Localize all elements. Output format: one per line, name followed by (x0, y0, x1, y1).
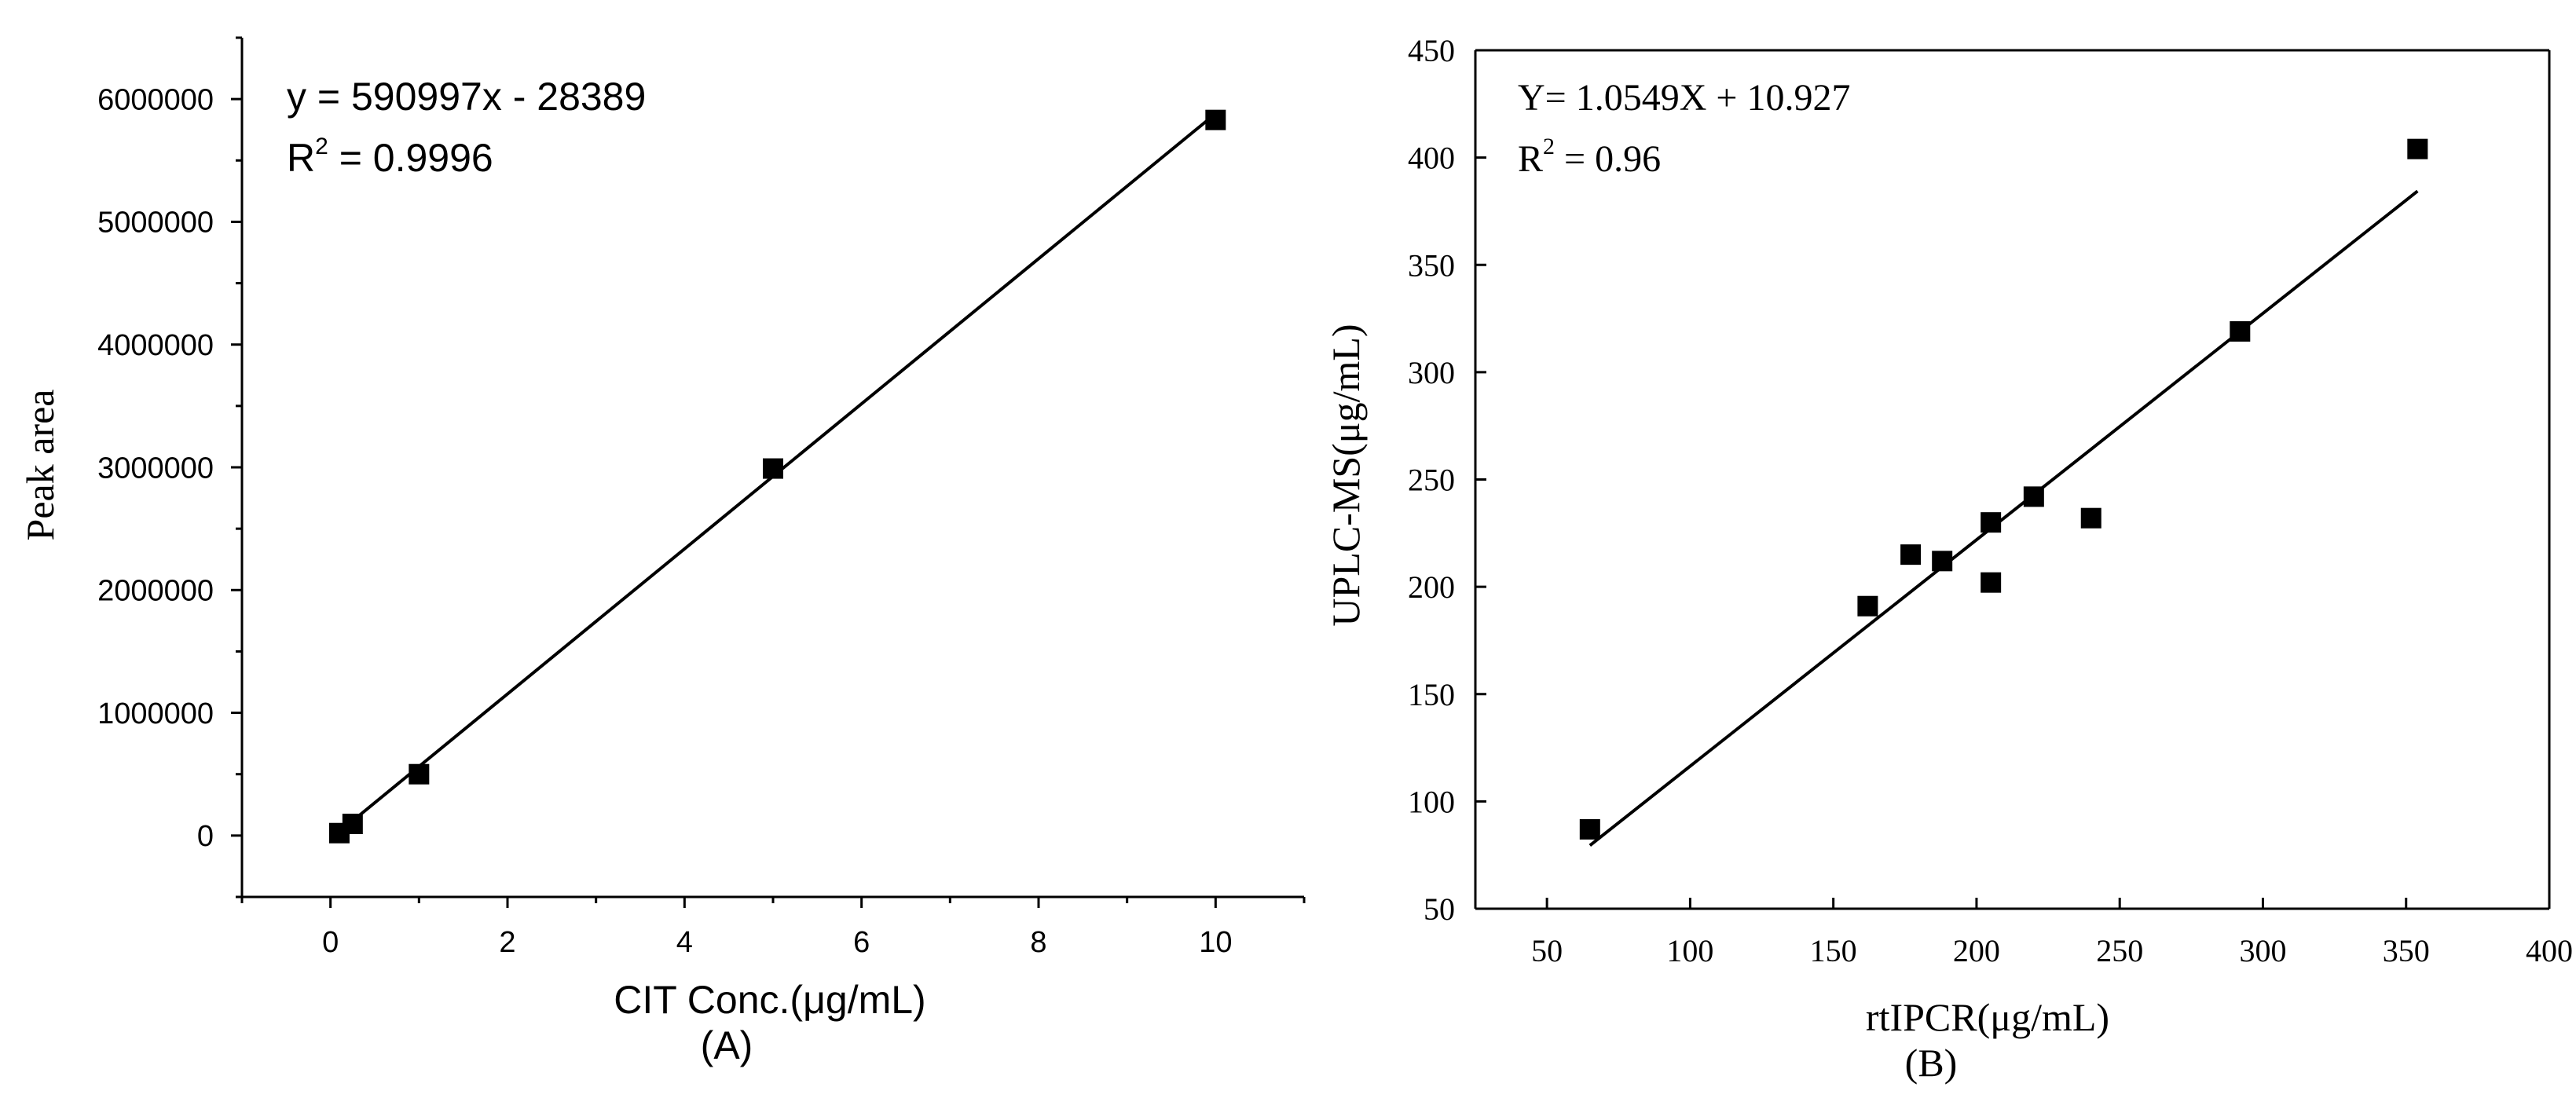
panel-b-y-tick-label: 250 (1408, 463, 1455, 498)
panel-a-x-tick-label: 4 (676, 926, 693, 959)
panel-a-data-point (409, 763, 430, 785)
panel-b-x-tick-label: 350 (2383, 933, 2430, 968)
panel-a-x-tick-label: 2 (499, 926, 515, 959)
panel-b-x-tick-label: 300 (2239, 933, 2286, 968)
panel-b-equation: Y= 1.0549X + 10.927 (1518, 77, 1850, 119)
panel-b-data-point (2080, 507, 2101, 529)
panel-a-x-tick-label: 6 (853, 926, 870, 959)
panel-a-x-tick-label: 8 (1030, 926, 1046, 959)
panel-a-data-point (1205, 109, 1226, 130)
panel-a-y-tick-label: 6000000 (97, 83, 214, 116)
panel-b-r-squared: R2 = 0.96 (1518, 134, 1661, 180)
panel-a-y-tick-label: 4000000 (97, 329, 214, 362)
panel-a-x-tick-label: 10 (1199, 926, 1232, 959)
panel-a-equation: y = 590997x - 28389 (287, 75, 646, 119)
panel-b-x-tick-label: 150 (1810, 933, 1857, 968)
panel-b-y-tick-label: 150 (1408, 677, 1455, 712)
panel-a-x-tick-label: 0 (322, 926, 339, 959)
panel-b-y-tick-label: 400 (1408, 141, 1455, 176)
panel-a-y-tick-label: 3000000 (97, 452, 214, 485)
panel-b-data-point (1981, 512, 2002, 533)
panel-b-x-tick-label: 50 (1531, 933, 1563, 968)
panel-a-data-point (763, 458, 783, 479)
panel-b-data-point (2023, 486, 2044, 507)
panel-a-r-squared: R2 = 0.9996 (287, 134, 493, 180)
panel-a-y-tick-label: 5000000 (97, 207, 214, 240)
panel-b-data-point (1981, 572, 2002, 593)
panel-b-data-point (1932, 551, 1953, 572)
panel-b-fit-line (1588, 189, 2419, 847)
panel-a-x-axis-label: CIT Conc.(μg/mL) (614, 978, 925, 1022)
panel-b-x-tick-label: 250 (2096, 933, 2143, 968)
panel-b-y-tick-label: 300 (1408, 355, 1455, 390)
panel-b-y-tick-label: 50 (1424, 891, 1455, 927)
panel-a-panel-label: (A) (701, 1023, 753, 1067)
panel-b-y-tick-label: 200 (1408, 569, 1455, 605)
panel-b-data-point (2407, 138, 2428, 159)
panel-a-r-squared-sup: 2 (315, 134, 328, 159)
panel-b-panel-label: (B) (1905, 1041, 1958, 1085)
panel-b-y-axis-label: UPLC-MS(μg/mL) (1324, 324, 1368, 626)
panel-b-y-tick-label: 100 (1408, 784, 1455, 819)
panel-b-x-tick-label: 100 (1666, 933, 1713, 968)
panel-b-y-tick-label: 350 (1408, 247, 1455, 283)
panel-a-data-point (342, 814, 363, 835)
panel-b-data-point (1857, 595, 1878, 617)
panel-a-y-tick-label: 1000000 (97, 697, 214, 730)
panel-a-chart: 0 2 4 6 8 10 0 1000000 2000000 3000000 4000000 5000… (18, 36, 1306, 1067)
panel-b-x-tick-label: 200 (1953, 933, 2000, 968)
panel-b-x-tick-label: 400 (2526, 933, 2573, 968)
panel-a-marks: 0 2 4 6 8 10 0 1000000 2000000 3000000 4000000 5000… (97, 36, 1306, 959)
panel-b-x-axis-label: rtIPCR(μg/mL) (1866, 995, 2109, 1039)
panel-b-r-squared-sup: 2 (1543, 134, 1555, 159)
panel-b-chart: 50 100 150 200 250 300 350 400 50 100 150 200 250 300… (1324, 33, 2573, 1085)
panel-b-data-point (2230, 320, 2251, 342)
panel-a-y-axis-label: Peak area (18, 390, 62, 541)
panel-b-data-point (1900, 544, 1922, 565)
panel-a-y-tick-label: 2000000 (97, 575, 214, 608)
panel-b-y-tick-label: 450 (1408, 33, 1455, 68)
panel-b-marks: 50 100 150 200 250 300 350 400 50 100 150 200 250 300… (1408, 33, 2573, 968)
panel-b-data-point (1579, 818, 1600, 840)
panel-a-y-tick-label: 0 (197, 820, 214, 853)
